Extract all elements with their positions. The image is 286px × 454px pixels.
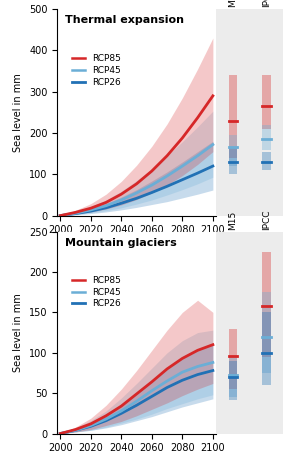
Text: M15: M15 [228, 0, 237, 7]
Legend: RCP85, RCP45, RCP26: RCP85, RCP45, RCP26 [68, 272, 125, 312]
Y-axis label: Sea level in mm: Sea level in mm [13, 73, 23, 152]
Legend: RCP85, RCP45, RCP26: RCP85, RCP45, RCP26 [68, 51, 125, 90]
Text: IPCC: IPCC [262, 0, 271, 7]
Text: M15: M15 [228, 210, 237, 230]
Text: Thermal expansion: Thermal expansion [65, 15, 184, 25]
Y-axis label: Sea level in mm: Sea level in mm [13, 293, 23, 372]
Text: IPCC: IPCC [262, 209, 271, 230]
Text: Mountain glaciers: Mountain glaciers [65, 237, 177, 247]
